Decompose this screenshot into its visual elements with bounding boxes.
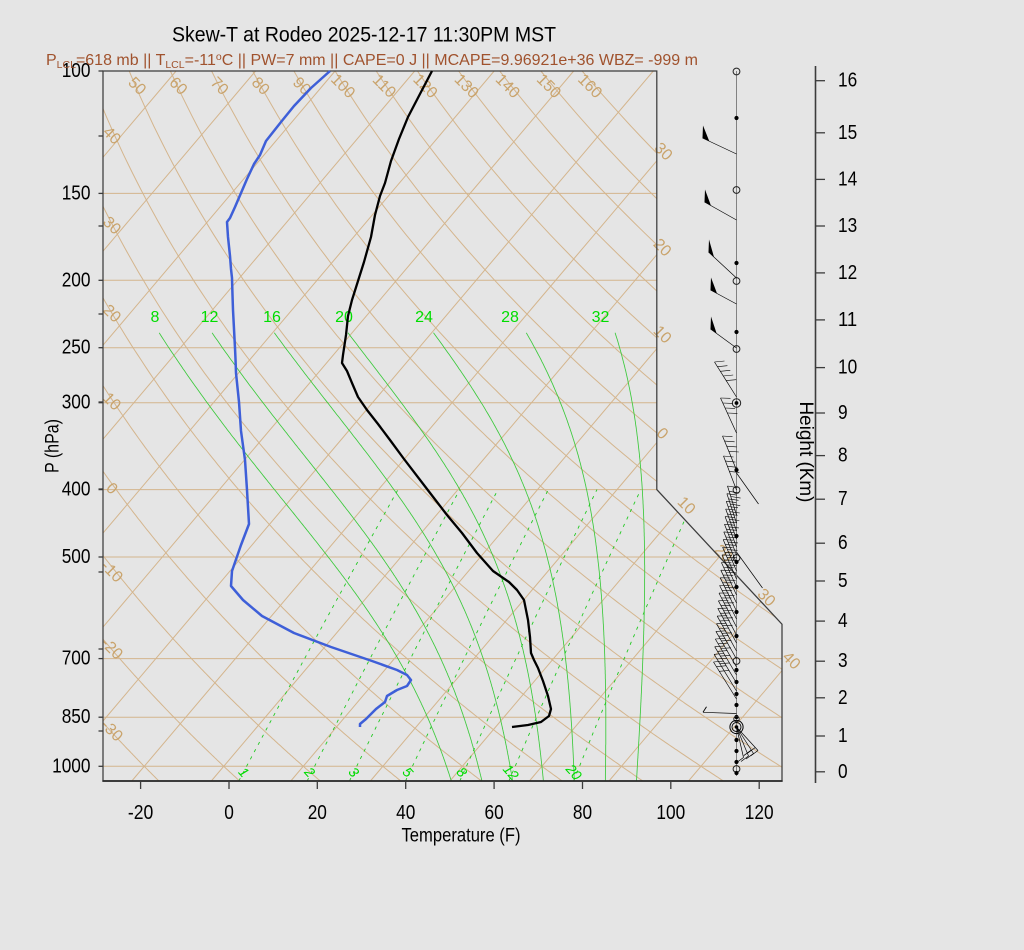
svg-text:16: 16 [838, 70, 857, 92]
svg-text:4: 4 [838, 610, 848, 632]
svg-text:2: 2 [838, 687, 848, 709]
svg-text:60: 60 [485, 802, 504, 824]
svg-text:120: 120 [745, 802, 774, 824]
svg-text:0: 0 [224, 802, 234, 824]
svg-text:850: 850 [62, 706, 91, 728]
svg-text:15: 15 [838, 122, 857, 144]
svg-text:250: 250 [62, 337, 91, 359]
svg-text:40: 40 [396, 802, 415, 824]
svg-text:150: 150 [62, 182, 91, 204]
svg-text:11: 11 [838, 309, 857, 331]
svg-text:10: 10 [838, 357, 857, 379]
svg-text:200: 200 [62, 269, 91, 291]
svg-text:9: 9 [838, 402, 848, 424]
svg-text:16: 16 [263, 309, 281, 326]
svg-text:300: 300 [62, 392, 91, 414]
svg-text:500: 500 [62, 546, 91, 568]
svg-text:PLCL=618 mb || TLCL=-11oC || P: PLCL=618 mb || TLCL=-11oC || PW=7 mm || … [46, 51, 698, 71]
svg-text:400: 400 [62, 479, 91, 501]
svg-text:12: 12 [838, 262, 857, 284]
svg-text:7: 7 [838, 488, 848, 510]
svg-text:Skew-T at Rodeo 2025-12-17 11:: Skew-T at Rodeo 2025-12-17 11:30PM MST [172, 24, 556, 47]
svg-text:-20: -20 [128, 802, 153, 824]
svg-text:1: 1 [838, 725, 848, 747]
svg-text:6: 6 [838, 532, 848, 554]
svg-text:20: 20 [335, 309, 353, 326]
svg-text:100: 100 [656, 802, 685, 824]
svg-text:12: 12 [201, 309, 219, 326]
svg-text:P (hPa): P (hPa) [43, 419, 64, 473]
svg-text:24: 24 [415, 309, 433, 326]
svg-text:8: 8 [151, 309, 160, 326]
svg-text:13: 13 [838, 215, 857, 237]
svg-text:700: 700 [62, 648, 91, 670]
svg-text:0: 0 [838, 761, 848, 783]
svg-text:Height (Km): Height (Km) [795, 402, 817, 503]
svg-text:1000: 1000 [52, 755, 90, 777]
svg-text:Temperature (F): Temperature (F) [402, 826, 521, 847]
svg-text:5: 5 [838, 570, 848, 592]
svg-text:32: 32 [592, 309, 610, 326]
svg-text:100: 100 [62, 60, 91, 82]
svg-text:20: 20 [308, 802, 327, 824]
svg-text:3: 3 [838, 650, 848, 672]
svg-text:80: 80 [573, 802, 592, 824]
svg-text:14: 14 [838, 168, 857, 190]
svg-text:28: 28 [501, 309, 519, 326]
svg-text:8: 8 [838, 445, 848, 467]
